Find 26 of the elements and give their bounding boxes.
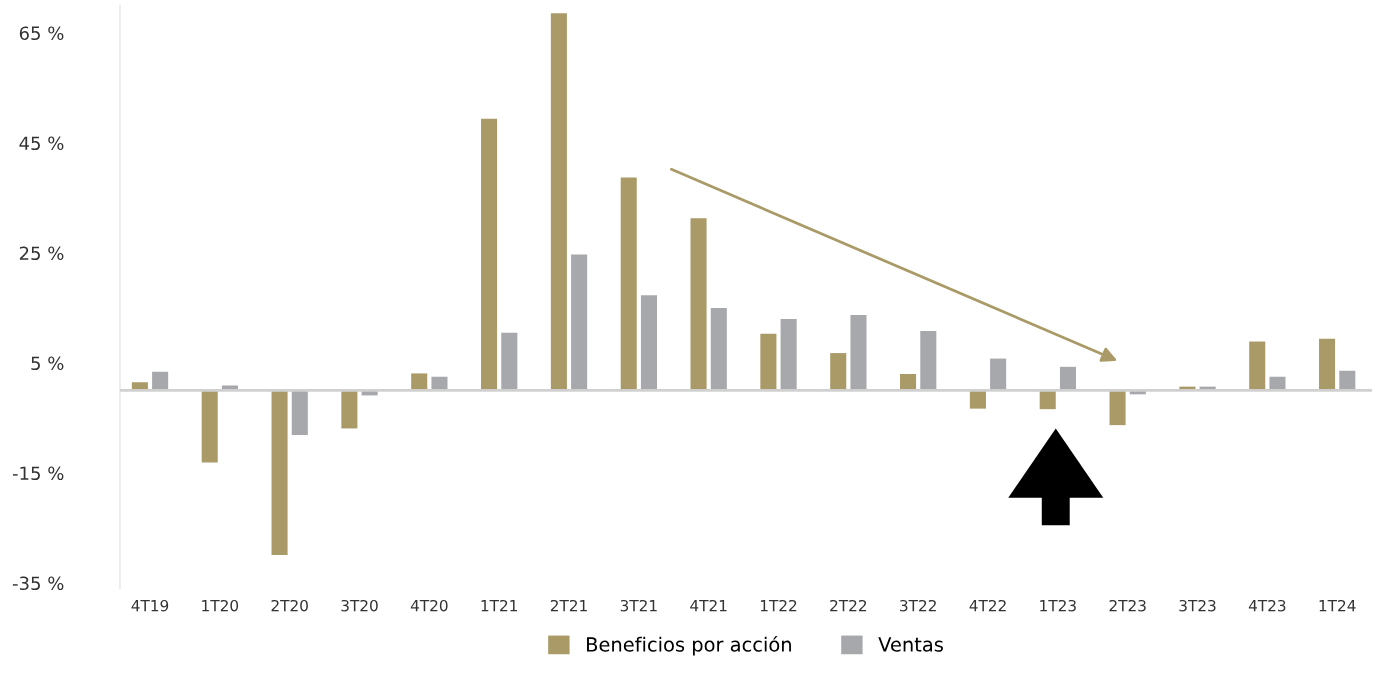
x-tick-label: 1T20 — [202, 599, 239, 612]
x-tick-label: 3T22 — [900, 599, 936, 612]
y-tick-label: 65 % — [19, 26, 64, 41]
x-tick-label: 1T21 — [481, 599, 518, 612]
legend-label: Ventas — [878, 637, 943, 652]
x-tick-label: 3T23 — [1179, 599, 1216, 612]
y-tick-label: -35 % — [12, 576, 64, 591]
x-tick-label: 3T21 — [620, 599, 657, 612]
x-tick-label: 2T21 — [550, 599, 587, 612]
x-tick-label: 2T23 — [1109, 599, 1146, 612]
y-tick-label: 25 % — [19, 246, 64, 261]
x-tick-label: 2T22 — [830, 599, 867, 612]
x-tick-label: 3T20 — [341, 599, 378, 612]
x-tick-label: 1T22 — [760, 599, 797, 612]
x-tick-label: 1T23 — [1040, 599, 1076, 612]
x-tick-label: 2T20 — [271, 599, 308, 612]
x-tick-label: 4T23 — [1248, 599, 1286, 612]
y-tick-label: -15 % — [12, 466, 64, 481]
y-tick-label: 45 % — [19, 136, 64, 151]
x-tick-label: 4T20 — [410, 599, 448, 612]
x-tick-label: 1T24 — [1319, 599, 1356, 612]
x-tick-label: 4T19 — [131, 599, 169, 612]
x-tick-label: 4T21 — [690, 599, 727, 612]
legend-label: Beneficios por acción — [587, 635, 791, 656]
y-tick-label: 5 % — [31, 356, 64, 371]
x-tick-label: 4T22 — [969, 599, 1006, 612]
